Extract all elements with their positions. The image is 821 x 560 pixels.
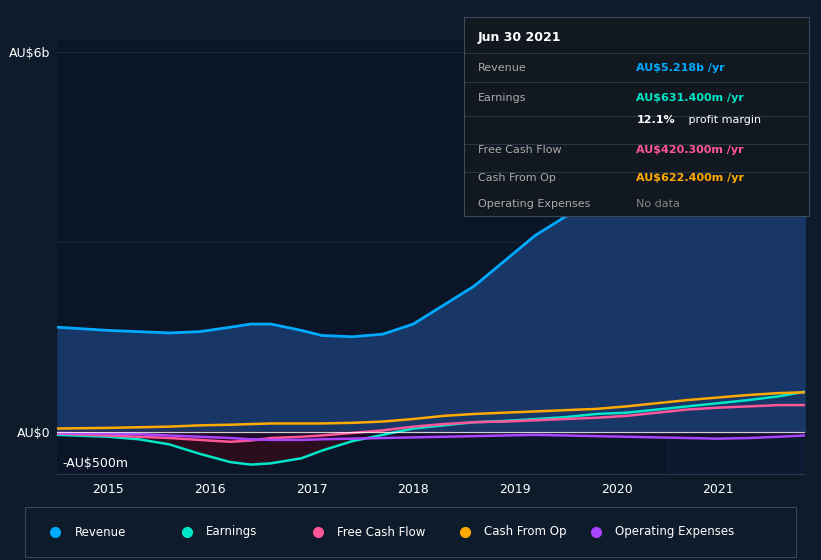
Bar [667, 39, 805, 476]
Text: Revenue: Revenue [478, 63, 526, 73]
Text: Revenue: Revenue [75, 525, 126, 539]
Text: -AU$500m: -AU$500m [62, 457, 129, 470]
Text: Cash From Op: Cash From Op [478, 173, 556, 183]
Text: profit margin: profit margin [685, 115, 761, 125]
Text: Jun 30 2021: Jun 30 2021 [478, 31, 562, 44]
Text: AU$5.218b /yr: AU$5.218b /yr [636, 63, 725, 73]
Text: Earnings: Earnings [478, 94, 526, 103]
Text: No data: No data [636, 199, 680, 209]
Text: Operating Expenses: Operating Expenses [478, 199, 590, 209]
Text: Free Cash Flow: Free Cash Flow [478, 145, 562, 155]
Text: Cash From Op: Cash From Op [484, 525, 566, 539]
Text: Earnings: Earnings [206, 525, 257, 539]
Text: Free Cash Flow: Free Cash Flow [337, 525, 425, 539]
Text: 12.1%: 12.1% [636, 115, 675, 125]
Text: AU$631.400m /yr: AU$631.400m /yr [636, 94, 744, 103]
Text: AU$420.300m /yr: AU$420.300m /yr [636, 145, 744, 155]
Text: AU$622.400m /yr: AU$622.400m /yr [636, 173, 745, 183]
Text: Operating Expenses: Operating Expenses [615, 525, 734, 539]
